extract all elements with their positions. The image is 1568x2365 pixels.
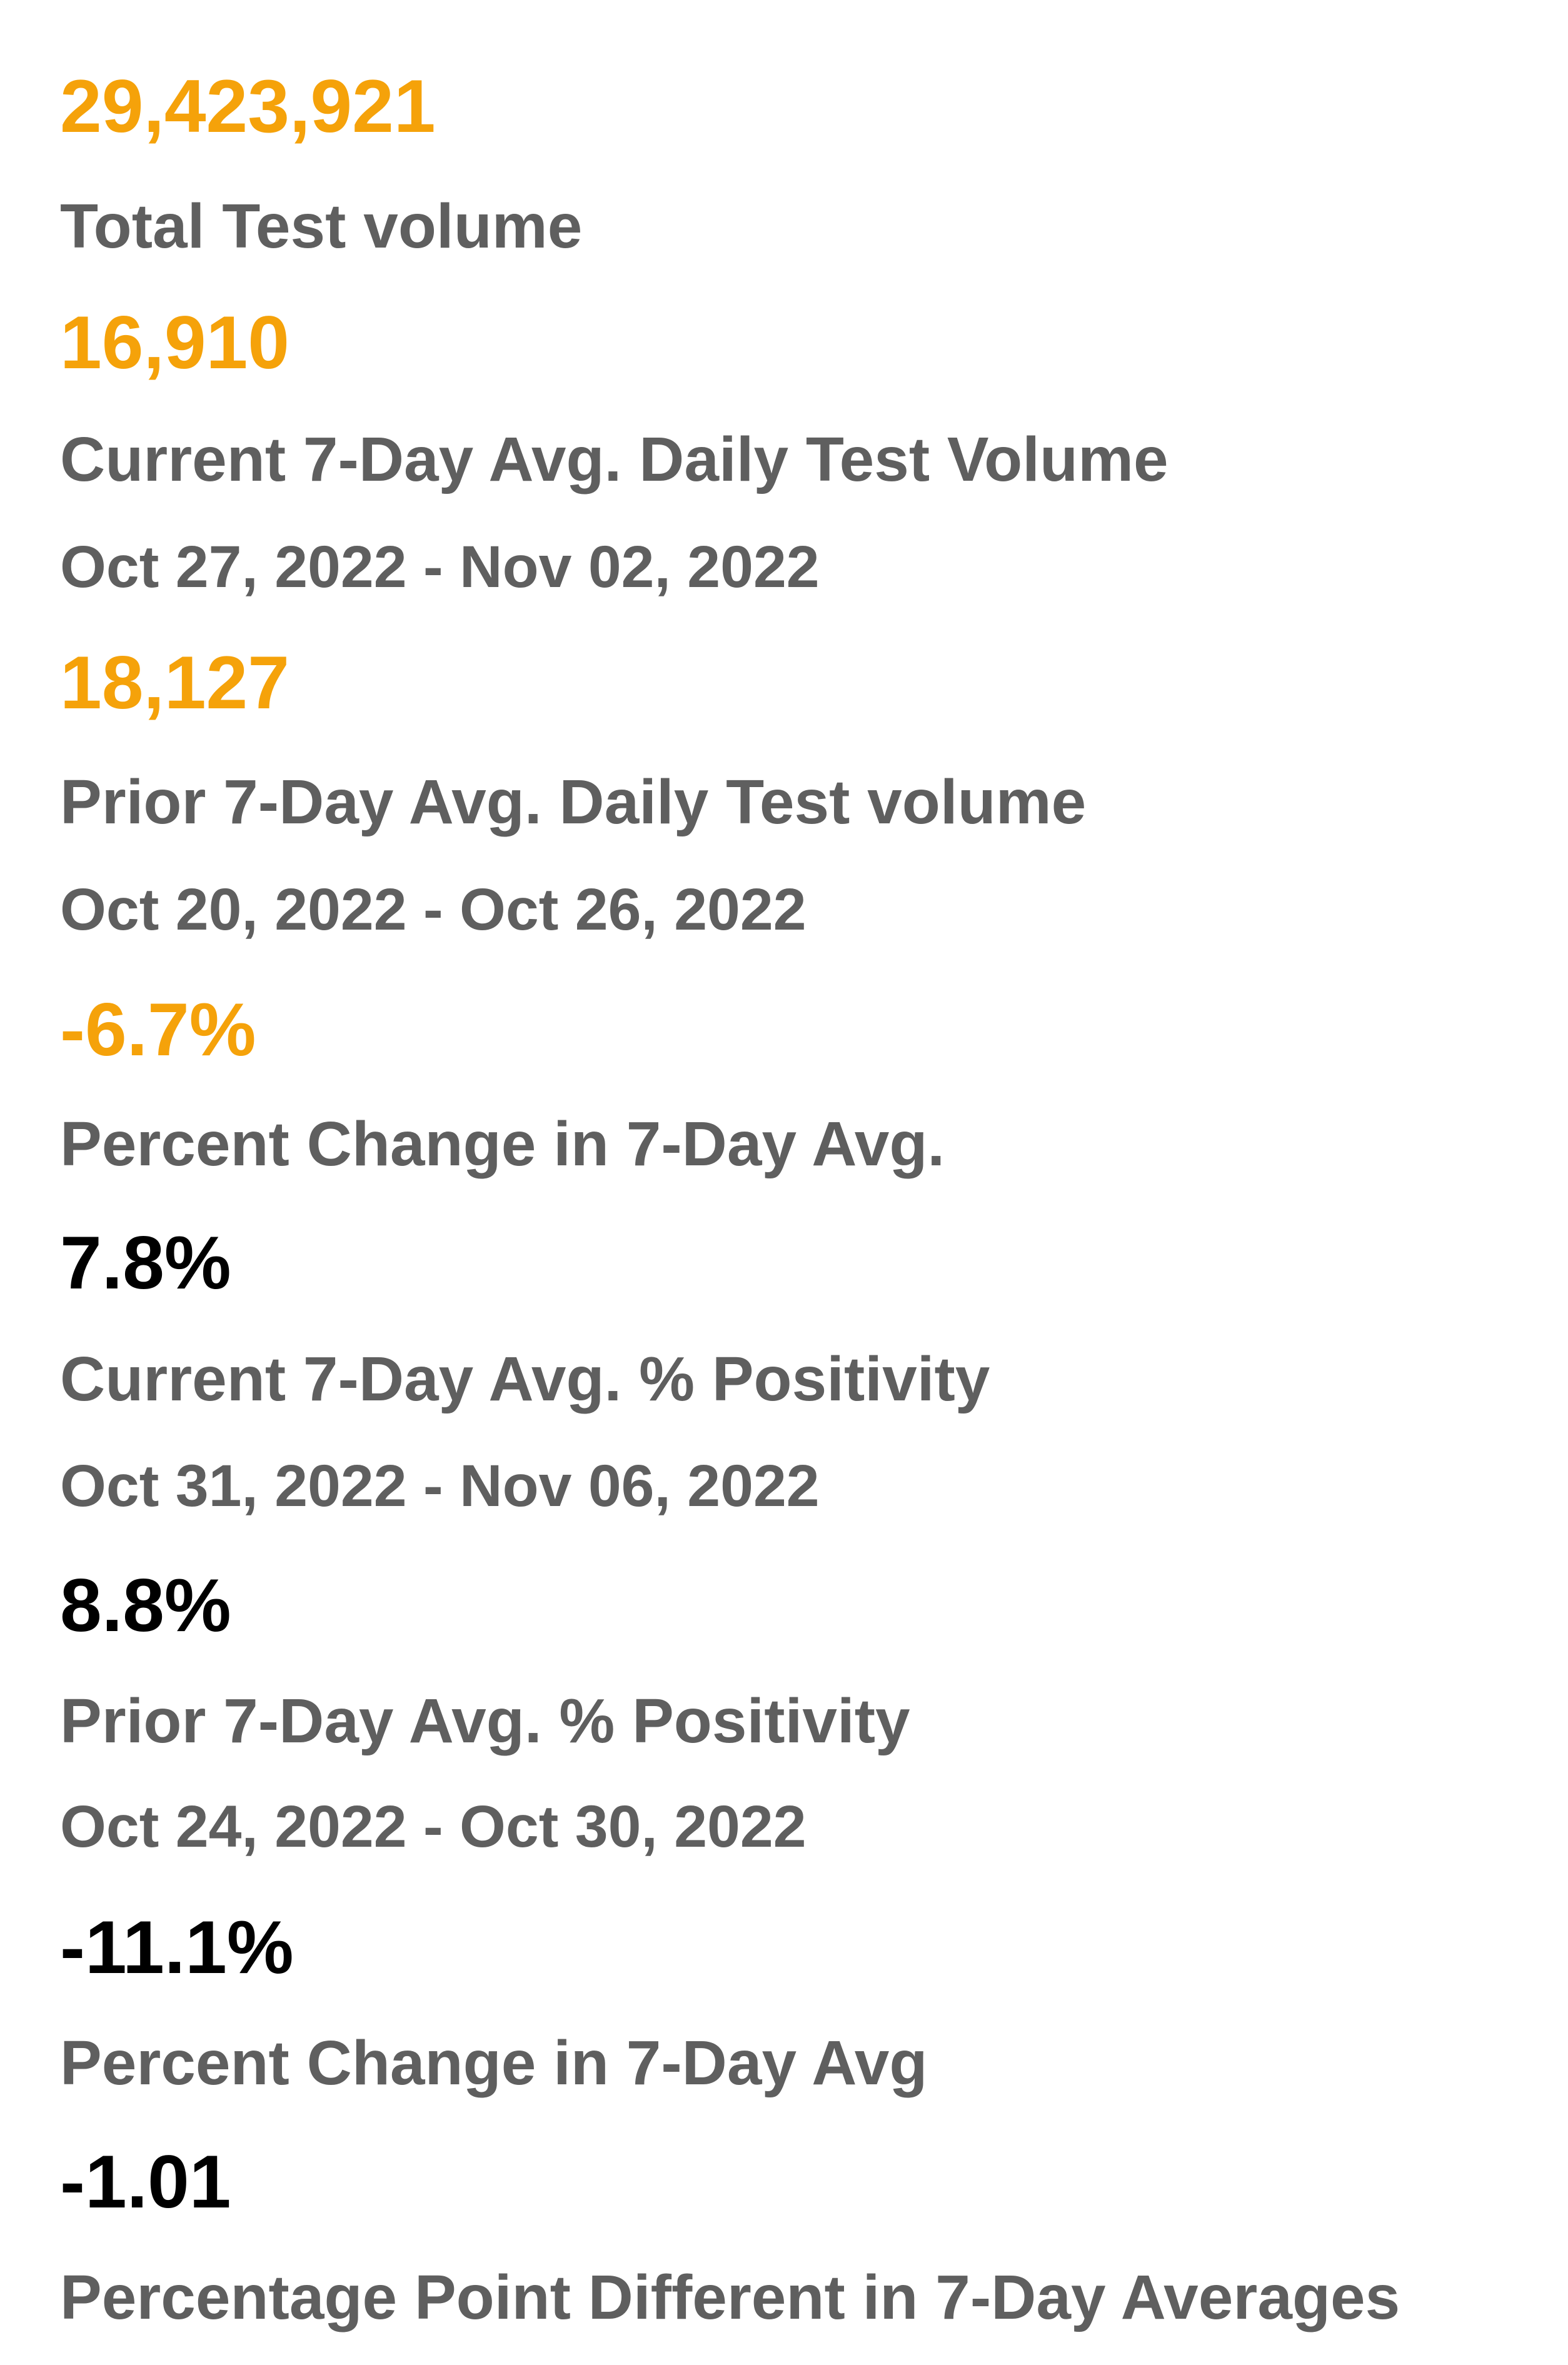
current-positivity-value: 7.8% [60,1221,231,1305]
prior-avg-volume-label: Prior 7-Day Avg. Daily Test volume [60,767,1087,837]
current-avg-volume-label: Current 7-Day Avg. Daily Test Volume [60,424,1168,495]
current-positivity-date-range: Oct 31, 2022 - Nov 06, 2022 [60,1453,820,1519]
total-tests-value: 29,423,921 [60,64,436,148]
prior-positivity-date-range: Oct 24, 2022 - Oct 30, 2022 [60,1794,807,1860]
prior-avg-volume-value: 18,127 [60,641,290,725]
current-positivity-label: Current 7-Day Avg. % Positivity [60,1344,990,1414]
positivity-pct-change-value: -11.1% [60,1906,294,1989]
current-avg-volume-date-range: Oct 27, 2022 - Nov 02, 2022 [60,534,820,600]
positivity-pct-change-label: Percent Change in 7-Day Avg [60,2028,928,2098]
positivity-point-diff-label: Percentage Point Different in 7-Day Aver… [60,2262,1400,2332]
prior-positivity-value: 8.8% [60,1564,231,1647]
positivity-point-diff-value: -1.01 [60,2140,231,2224]
volume-pct-change-label: Percent Change in 7-Day Avg. [60,1109,945,1179]
prior-avg-volume-date-range: Oct 20, 2022 - Oct 26, 2022 [60,876,807,943]
prior-positivity-label: Prior 7-Day Avg. % Positivity [60,1686,910,1756]
current-avg-volume-value: 16,910 [60,301,290,384]
volume-pct-change-value: -6.7% [60,988,256,1072]
total-tests-label: Total Test volume [60,191,583,261]
